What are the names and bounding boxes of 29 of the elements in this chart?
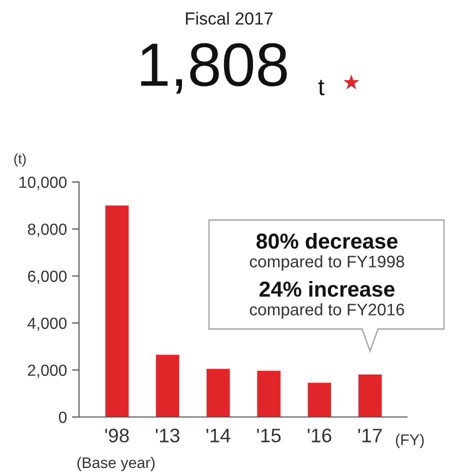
x-tick-label: '15 — [257, 428, 281, 442]
chart-subtitle: 1,808 — [141, 43, 287, 94]
y-tick-label: 4,000 — [28, 318, 67, 331]
x-tick-label: '16 — [308, 428, 332, 442]
y-tick-label: 2,000 — [28, 364, 67, 378]
bar — [358, 374, 382, 417]
text: ★ — [343, 74, 360, 90]
text: (Base year) — [77, 456, 155, 472]
x-axis-title: (FY) — [396, 434, 424, 448]
x-tick-label: '17 — [358, 428, 382, 442]
annotation: compared to FY2016 — [250, 303, 404, 319]
y-tick-label: 10,000 — [20, 176, 67, 190]
x-tick-label: '98 — [105, 428, 129, 442]
annotation: 80% decrease — [256, 232, 398, 249]
y-tick-label: 0 — [58, 412, 67, 423]
y-tick-label: 6,000 — [28, 270, 67, 284]
chart-title: Fiscal 2017 — [186, 12, 273, 25]
bar — [257, 370, 280, 417]
x-tick-label: '13 — [156, 428, 180, 442]
bar — [206, 368, 230, 417]
y-axis-title: (t) — [14, 154, 26, 166]
bar — [308, 382, 332, 417]
annotation: 24% increase — [260, 280, 394, 297]
y-tick-label: 8,000 — [28, 224, 67, 237]
bar — [105, 206, 129, 417]
bar — [156, 354, 180, 417]
annotation: compared to FY1998 — [250, 255, 404, 271]
x-tick-label: '14 — [206, 428, 230, 442]
text: t — [318, 80, 324, 96]
